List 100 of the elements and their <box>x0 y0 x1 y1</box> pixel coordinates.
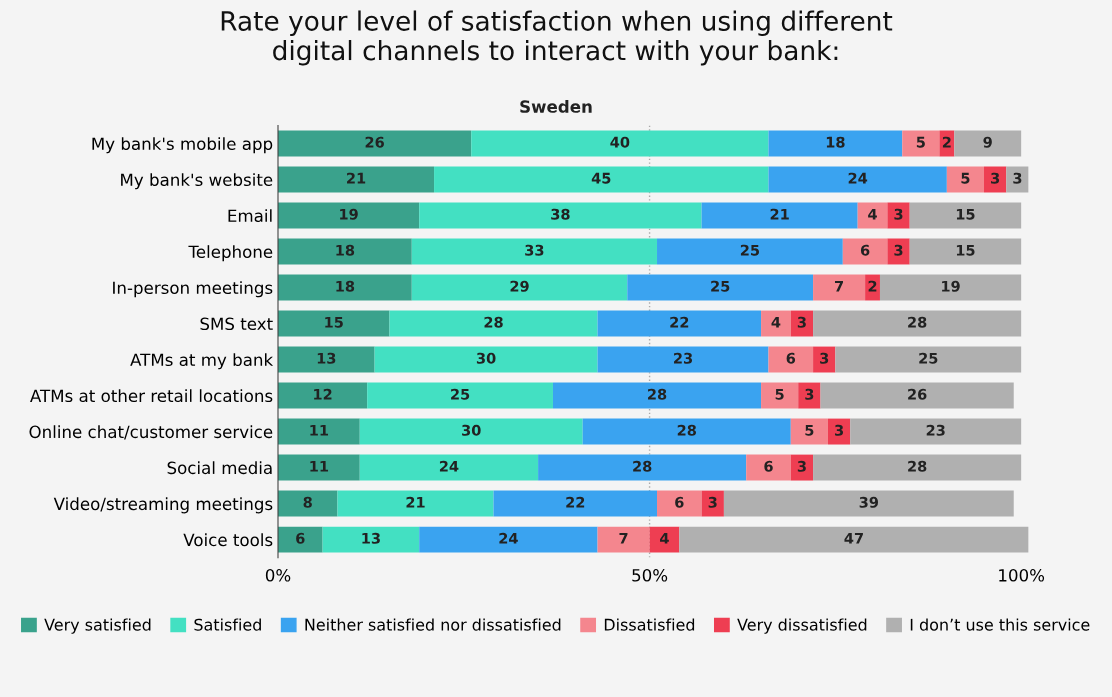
bar <box>278 382 368 409</box>
data-label: 3 <box>834 424 844 436</box>
bar <box>768 346 814 373</box>
legend-label: Satisfied <box>194 618 261 631</box>
bar <box>761 382 799 409</box>
bar <box>701 202 858 229</box>
data-label: 28 <box>633 460 652 472</box>
bar <box>820 382 1014 409</box>
data-label: 11 <box>310 424 329 436</box>
data-label: 25 <box>451 388 470 400</box>
bar <box>538 454 747 481</box>
bar <box>798 382 821 409</box>
data-label: 19 <box>340 208 358 220</box>
data-label: 18 <box>336 280 355 292</box>
data-label: 28 <box>648 388 667 400</box>
bar <box>813 454 1022 481</box>
data-label: 40 <box>610 136 630 148</box>
data-label: 28 <box>908 460 927 472</box>
data-label: 2 <box>868 280 877 292</box>
data-label: 24 <box>499 532 518 544</box>
data-label: 28 <box>677 424 696 436</box>
data-label: 15 <box>325 316 343 328</box>
bar <box>434 166 769 193</box>
bar <box>278 130 472 157</box>
bar <box>909 238 1022 265</box>
data-label: 5 <box>916 136 925 148</box>
bar <box>419 526 598 553</box>
bar <box>374 346 598 373</box>
bar <box>552 382 762 409</box>
legend-label: Neither satisfied nor dissatisfied <box>305 618 561 631</box>
data-label: 25 <box>919 352 938 364</box>
data-label: 21 <box>347 172 366 184</box>
data-label: 38 <box>551 208 570 220</box>
y-tick-label: ATMs at other retail locations <box>30 389 273 403</box>
y-tick-label: My bank's mobile app <box>92 137 273 154</box>
bar <box>411 274 628 301</box>
data-label: 33 <box>525 244 544 256</box>
data-label: 6 <box>296 532 305 544</box>
data-label: 2 <box>942 136 951 148</box>
data-label: 15 <box>956 208 975 220</box>
bar <box>813 274 866 301</box>
data-label: 3 <box>797 460 806 472</box>
data-label: 24 <box>439 460 459 472</box>
bar <box>278 274 412 301</box>
data-label: 3 <box>894 244 903 256</box>
y-tick-label: Online chat/customer service <box>29 425 273 440</box>
data-label: 15 <box>956 244 975 256</box>
data-label: 47 <box>844 532 863 544</box>
bar <box>582 418 791 445</box>
data-label: 4 <box>868 208 877 220</box>
bar <box>627 274 814 301</box>
data-label: 3 <box>1013 172 1022 184</box>
data-label: 13 <box>317 352 336 364</box>
data-label: 6 <box>860 244 870 256</box>
bar <box>278 166 435 193</box>
bar <box>597 346 769 373</box>
y-tick-label: ATMs at my bank <box>130 353 274 370</box>
bar <box>679 526 1029 553</box>
bar <box>909 202 1022 229</box>
bar <box>723 490 1014 517</box>
data-label: 3 <box>797 316 806 328</box>
data-label: 21 <box>406 496 425 508</box>
data-label: 3 <box>708 496 717 508</box>
data-label: 13 <box>362 532 380 544</box>
x-tick-label: 0% <box>265 569 291 582</box>
bar <box>842 238 888 265</box>
bar <box>887 202 910 229</box>
bar <box>887 238 910 265</box>
y-tick-label: In-person meetings <box>113 281 273 298</box>
data-label: 6 <box>675 496 684 508</box>
y-tick-label: Video/streaming meetings <box>53 497 273 514</box>
bar <box>278 454 360 481</box>
x-tick-label: 50% <box>632 569 668 582</box>
y-tick-label: Voice tools <box>183 533 273 547</box>
bar <box>389 310 598 337</box>
chart-title: Rate your level of satisfaction when using different digital channels to interact with your bank: <box>221 10 893 66</box>
bar <box>278 202 420 229</box>
data-label: 23 <box>926 424 945 436</box>
bar <box>768 130 903 157</box>
data-label: 4 <box>771 316 781 328</box>
data-label: 11 <box>310 460 329 472</box>
bar <box>471 130 769 157</box>
data-label: 6 <box>786 352 796 364</box>
data-label: 12 <box>314 388 332 400</box>
bar <box>835 346 1022 373</box>
data-label: 26 <box>365 136 384 148</box>
data-label: 23 <box>674 352 693 364</box>
data-label: 5 <box>961 172 970 184</box>
bar <box>278 526 323 553</box>
bar <box>419 202 702 229</box>
data-label: 24 <box>848 172 868 184</box>
data-label: 3 <box>991 172 1000 184</box>
data-label: 21 <box>770 208 789 220</box>
bar <box>359 454 539 481</box>
data-label: 30 <box>462 424 481 436</box>
bar <box>278 418 360 445</box>
y-tick-label: Social media <box>167 461 272 475</box>
bar <box>813 346 836 373</box>
y-tick-label: Email <box>228 209 272 223</box>
data-label: 26 <box>908 388 927 400</box>
